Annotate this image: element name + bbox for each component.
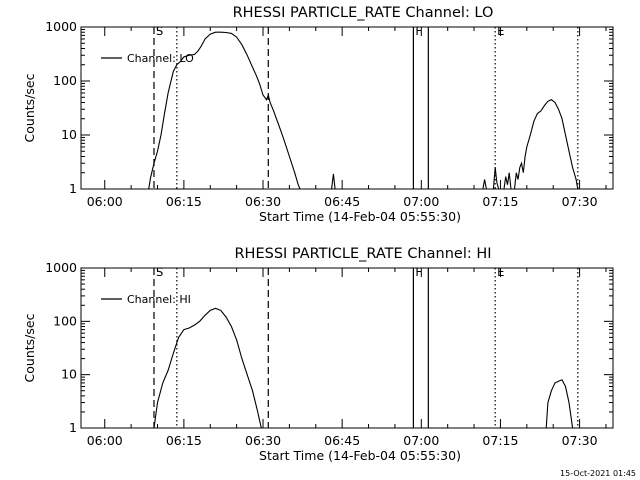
marker-label-F: F bbox=[415, 24, 422, 38]
series-line-1-segment-3 bbox=[482, 179, 487, 190]
x-axis-label: Start Time (14-Feb-04 05:55:30) bbox=[259, 209, 461, 224]
x-tick-label: 07:30 bbox=[562, 433, 598, 448]
x-tick-label: 07:15 bbox=[482, 194, 518, 209]
y-axis-label: Counts/sec bbox=[22, 313, 37, 382]
series-line-1-segment-1 bbox=[148, 31, 301, 190]
legend-label: Channel: LO bbox=[127, 52, 194, 65]
y-tick-label: 100 bbox=[53, 313, 77, 328]
series-line-1-segment-2 bbox=[331, 173, 336, 190]
x-tick-label: 06:30 bbox=[245, 194, 281, 209]
series-line-1-segment-6 bbox=[513, 99, 579, 190]
x-tick-label: 06:45 bbox=[324, 433, 360, 448]
x-tick-label: 07:30 bbox=[562, 194, 598, 209]
y-tick-label: 10 bbox=[61, 127, 77, 142]
y-axis-label: Counts/sec bbox=[22, 73, 37, 142]
y-tick-label: 1000 bbox=[45, 260, 77, 275]
series-line-1-segment-1 bbox=[153, 307, 262, 429]
x-tick-label: 06:15 bbox=[166, 194, 202, 209]
plot-frame bbox=[80, 267, 614, 429]
y-tick-label: 100 bbox=[53, 73, 77, 88]
chart-title: RHESSI PARTICLE_RATE Channel: HI bbox=[234, 246, 491, 262]
series-line-1-segment-5 bbox=[503, 172, 512, 190]
chart-panel-1: RHESSI PARTICLE_RATE Channel: LOSFE11010… bbox=[22, 5, 614, 224]
x-tick-label: 07:00 bbox=[403, 194, 439, 209]
series-line-1-segment-2 bbox=[545, 379, 574, 429]
series-line-1-segment-4 bbox=[492, 167, 500, 190]
x-tick-label: 06:45 bbox=[324, 194, 360, 209]
marker-label-S: S bbox=[156, 24, 163, 38]
chart-title: RHESSI PARTICLE_RATE Channel: LO bbox=[233, 5, 494, 21]
marker-label-F: F bbox=[415, 265, 422, 279]
y-tick-label: 1000 bbox=[45, 19, 77, 34]
y-tick-label: 10 bbox=[61, 367, 77, 382]
y-tick-label: 1 bbox=[69, 181, 77, 196]
x-tick-label: 07:15 bbox=[482, 433, 518, 448]
x-tick-label: 07:00 bbox=[403, 433, 439, 448]
x-tick-label: 06:00 bbox=[87, 433, 123, 448]
marker-label-S: S bbox=[156, 265, 163, 279]
x-tick-label: 06:00 bbox=[87, 194, 123, 209]
y-tick-label: 1 bbox=[69, 420, 77, 435]
footer-timestamp: 15-Oct-2021 01:45 bbox=[560, 469, 636, 478]
x-axis-label: Start Time (14-Feb-04 05:55:30) bbox=[259, 448, 461, 463]
plot-frame bbox=[80, 26, 614, 190]
x-tick-label: 06:15 bbox=[166, 433, 202, 448]
x-tick-label: 06:30 bbox=[245, 433, 281, 448]
legend-label: Channel: HI bbox=[127, 293, 191, 306]
chart-panel-2: RHESSI PARTICLE_RATE Channel: HISFE11010… bbox=[22, 246, 614, 463]
